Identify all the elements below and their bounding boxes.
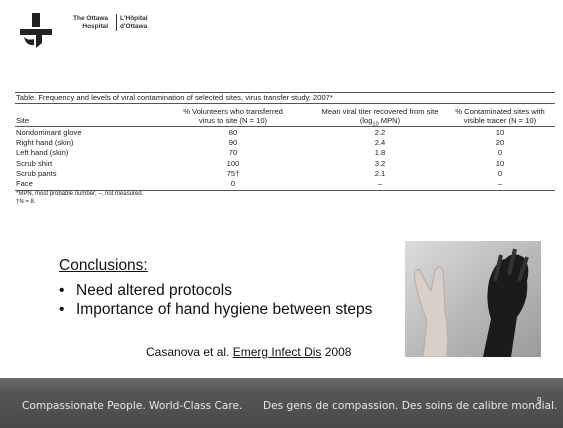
table-cell: 1.8 bbox=[375, 148, 386, 157]
footer-french: Des gens de compassion. Des soins de cal… bbox=[263, 400, 557, 412]
conclusions-heading: Conclusions: bbox=[59, 257, 148, 275]
table-cell: 70 bbox=[229, 148, 237, 157]
slide: The OttawaHospital L'Hôpitald'Ottawa Tab… bbox=[0, 0, 563, 428]
footer-english: Compassionate People. World-Class Care. bbox=[22, 400, 242, 412]
logo-line: L'Hôpital bbox=[120, 15, 148, 23]
rule bbox=[15, 126, 555, 127]
logo-line: d'Ottawa bbox=[120, 23, 148, 31]
header-line: Mean viral titer recovered from site bbox=[322, 107, 439, 116]
header-line: visible tracer (N = 10) bbox=[455, 116, 544, 125]
table-cell: 0 bbox=[231, 179, 235, 188]
table-cell: 75† bbox=[227, 169, 240, 178]
table-cell: 0 bbox=[498, 148, 502, 157]
header-text: MPN) bbox=[379, 116, 401, 125]
table-cell: 10 bbox=[496, 159, 504, 168]
header-text: virus to site (N = 10) bbox=[199, 116, 267, 125]
column-header: Mean viral titer recovered from site(log… bbox=[322, 107, 439, 130]
table-cell: – bbox=[498, 179, 502, 188]
logo-divider bbox=[116, 14, 117, 31]
table-cell: 2.1 bbox=[375, 169, 386, 178]
page-number: 9 bbox=[537, 396, 541, 405]
table-cell: Nondominant glove bbox=[16, 128, 81, 137]
table-cell: – bbox=[378, 179, 382, 188]
bullet-text: Need altered protocols bbox=[76, 282, 232, 300]
footnote: †N = 8. bbox=[16, 199, 36, 205]
table-cell: 0 bbox=[498, 169, 502, 178]
citation-journal: Emerg Infect Dis bbox=[233, 345, 322, 359]
bullet-text: Importance of hand hygiene between steps bbox=[76, 301, 372, 319]
table-cell: 90 bbox=[229, 138, 237, 147]
bullet-dot: • bbox=[59, 301, 64, 319]
table-cell: 80 bbox=[229, 128, 237, 137]
citation-authors: Casanova et al. bbox=[146, 345, 233, 359]
header-line: % Volunteers who transferred bbox=[183, 107, 283, 116]
citation: Casanova et al. Emerg Infect Dis 2008 bbox=[146, 345, 351, 359]
table-cell: 3.2 bbox=[375, 159, 386, 168]
table-cell: 2.4 bbox=[375, 138, 386, 147]
bullet-dot: • bbox=[59, 282, 64, 300]
logo-mark bbox=[18, 13, 54, 49]
logo-line: Hospital bbox=[73, 23, 108, 31]
column-header: Site bbox=[16, 116, 29, 125]
table-cell: Face bbox=[16, 179, 33, 188]
header-text: visible tracer (N = 10) bbox=[464, 116, 536, 125]
table-cell: Right hand (skin) bbox=[16, 138, 73, 147]
table-cell: Left hand (skin) bbox=[16, 148, 68, 157]
logo-line: The Ottawa bbox=[73, 15, 108, 23]
table-cell: 100 bbox=[227, 159, 240, 168]
table-caption: Table. Frequency and levels of viral con… bbox=[16, 93, 333, 102]
header-text: (log bbox=[360, 116, 373, 125]
photo bbox=[405, 241, 541, 357]
footnote: *MPN, most probable number; –, not measu… bbox=[16, 191, 143, 197]
citation-year: 2008 bbox=[321, 345, 351, 359]
table-cell: Scrub pants bbox=[16, 169, 57, 178]
rule bbox=[15, 103, 555, 104]
table-cell: 10 bbox=[496, 128, 504, 137]
table-cell: 20 bbox=[496, 138, 504, 147]
table-cell: 2.2 bbox=[375, 128, 386, 137]
header-line: virus to site (N = 10) bbox=[183, 116, 283, 125]
header-line: % Contaminated sites with bbox=[455, 107, 544, 116]
table-cell: Scrub shirt bbox=[16, 159, 52, 168]
